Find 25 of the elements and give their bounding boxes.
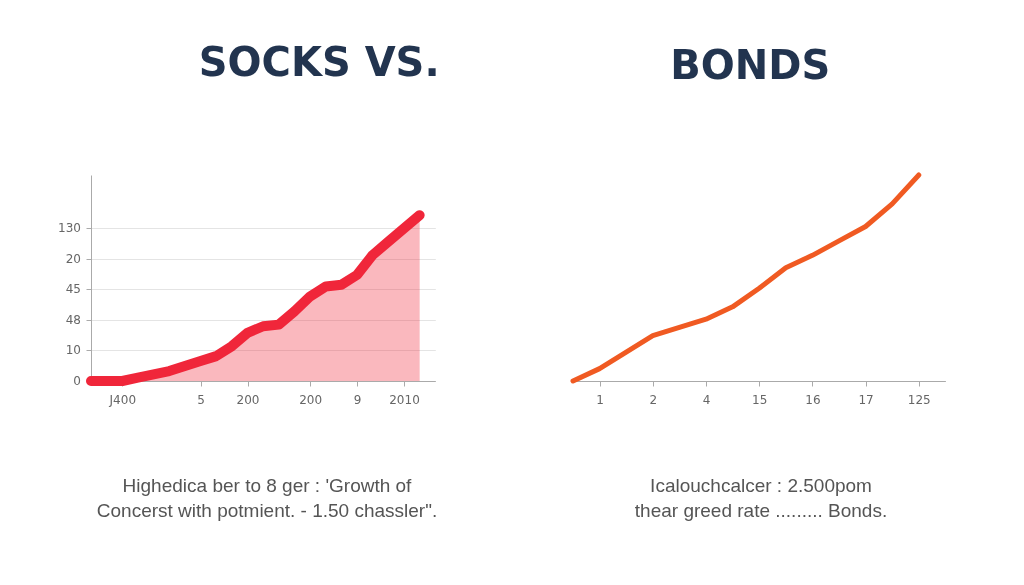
x-tick-label: 9: [353, 392, 362, 407]
x-tick-label: 16: [805, 392, 821, 407]
text: 130: [58, 221, 81, 235]
x-tick-label: 15: [752, 392, 768, 407]
text: Highedica ber to 8 ger : 'Growth of: [122, 474, 413, 496]
text: 10: [65, 343, 81, 358]
x-tick-label: 2010: [389, 392, 420, 407]
text: Icalouchcalcer : 2.500pom: [650, 474, 872, 496]
x-tick-label: 17: [858, 392, 874, 407]
text: 20: [65, 251, 81, 266]
text: Concerst with potmient. - 1.50 chassler".: [96, 499, 438, 521]
x-tick-label: 200: [236, 392, 260, 407]
x-tick-label: J400: [108, 392, 137, 407]
text: thear greed rate ......... Bonds.: [634, 499, 888, 521]
text: 48: [65, 312, 81, 327]
text: 0: [73, 374, 81, 388]
x-tick-label: 125: [907, 392, 931, 407]
chart-title: BONDS: [670, 42, 831, 88]
x-tick-label: 4: [702, 392, 711, 407]
x-tick-label: 200: [299, 392, 323, 407]
text: 45: [65, 282, 81, 297]
x-tick-label: 2: [649, 392, 658, 407]
chart-title: SOCKS VS.: [198, 39, 440, 85]
x-tick-label: 5: [197, 392, 205, 407]
x-tick-label: 1: [596, 392, 604, 407]
